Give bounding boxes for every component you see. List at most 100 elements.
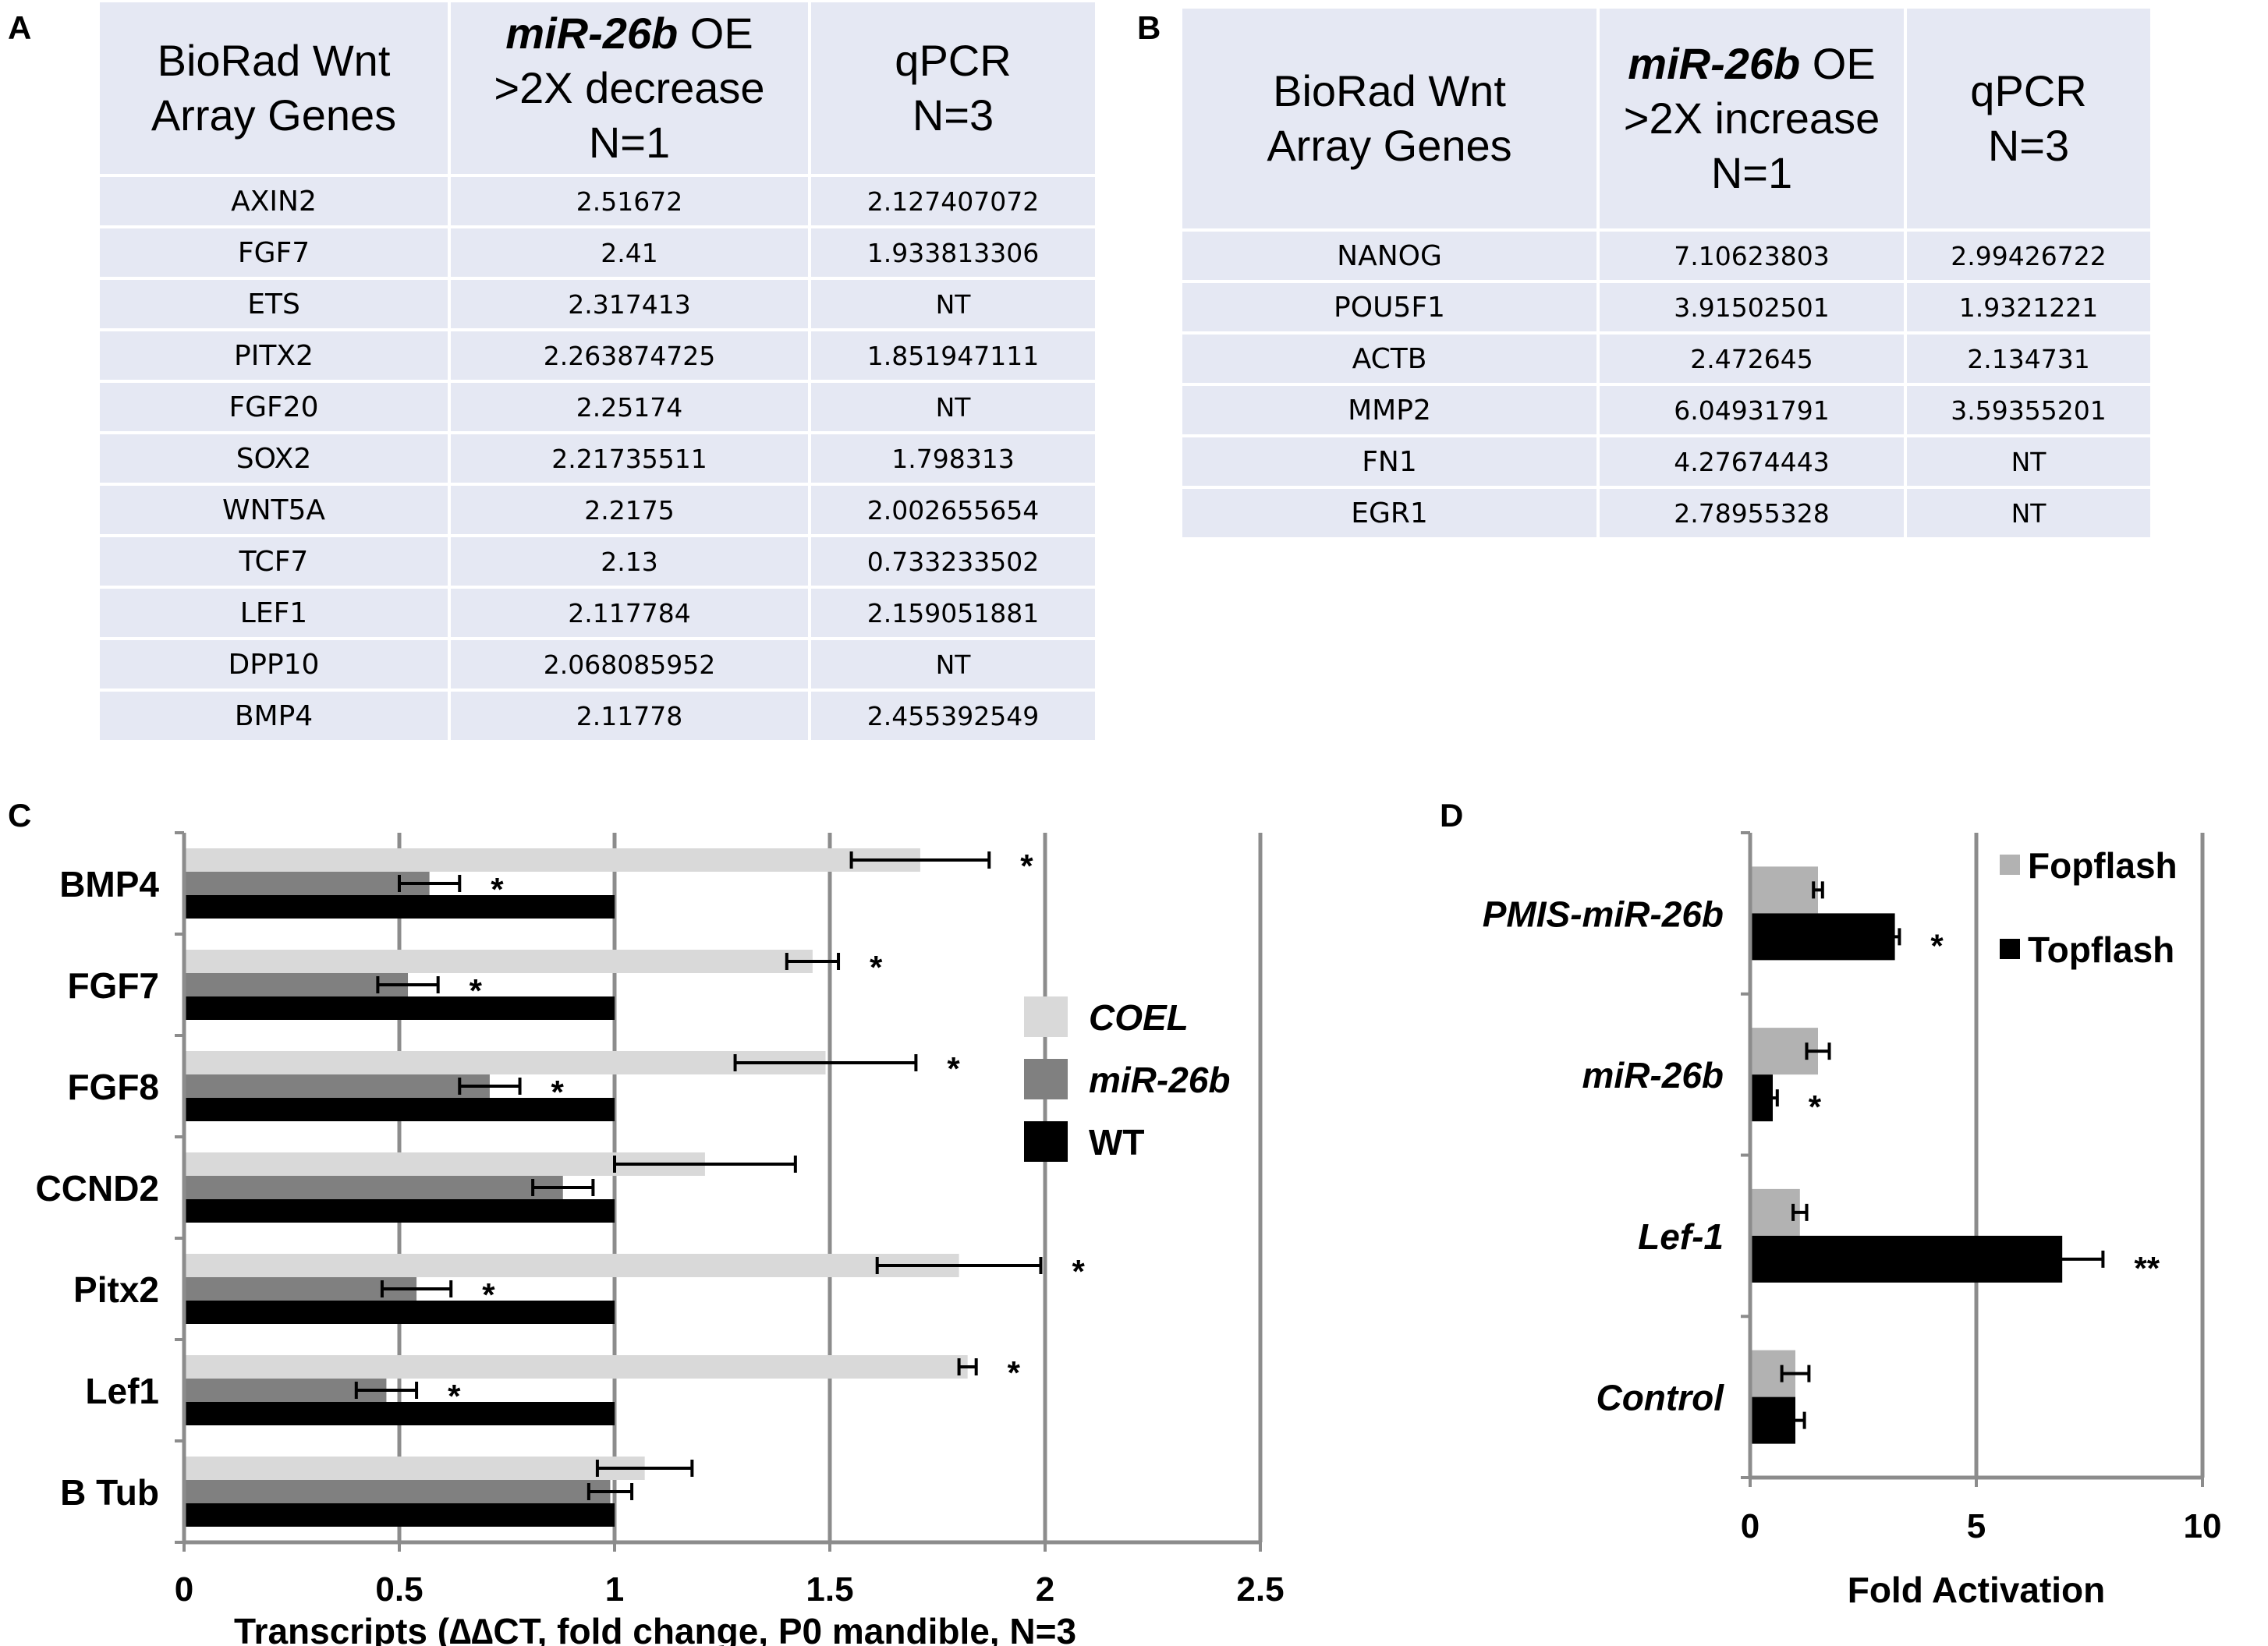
x-tick-label: 1.5 — [806, 1570, 853, 1609]
table-row: PITX2 2.263874725 1.851947111 — [100, 331, 1095, 380]
category-label: BMP4 — [59, 864, 159, 904]
oe-value-cell: 2.317413 — [451, 280, 808, 328]
gene-cell: MMP2 — [1182, 386, 1596, 434]
qpcr-value-cell: 2.159051881 — [811, 589, 1095, 637]
table-row: ETS 2.317413 NT — [100, 280, 1095, 328]
oe-value-cell: 6.04931791 — [1600, 386, 1904, 434]
legend-swatch-topflash — [2000, 939, 2020, 959]
legend-swatch-fopflash — [2000, 855, 2020, 875]
table-row: TCF7 2.13 0.733233502 — [100, 537, 1095, 586]
table-b-header-genes: BioRad Wnt Array Genes — [1182, 9, 1596, 228]
bar-mir-26b — [184, 1379, 387, 1402]
oe-value-cell: 2.11778 — [451, 692, 808, 740]
x-tick-label: 0 — [175, 1570, 193, 1609]
qpcr-value-cell: 0.733233502 — [811, 537, 1095, 586]
category-label: miR-26b — [1582, 1055, 1724, 1096]
category-label: Lef1 — [85, 1371, 159, 1411]
table-a-header-oe: miR-26b OE >2X decrease N=1 — [451, 2, 808, 174]
gene-cell: ETS — [100, 280, 448, 328]
qpcr-value-cell: 2.455392549 — [811, 692, 1095, 740]
significance-mark: ** — [2134, 1250, 2160, 1287]
table-a: BioRad Wnt Array Genes miR-26b OE >2X decr… — [97, 0, 1098, 743]
bar-coel — [184, 1254, 959, 1277]
category-label: FGF7 — [67, 965, 159, 1006]
oe-value-cell: 2.78955328 — [1600, 489, 1904, 537]
bar-mir-26b — [184, 1480, 611, 1503]
qpcr-value-cell: NT — [811, 383, 1095, 431]
gene-cell: FN1 — [1182, 437, 1596, 486]
qpcr-value-cell: NT — [811, 280, 1095, 328]
qpcr-value-cell: 1.798313 — [811, 434, 1095, 483]
table-a-header-genes: BioRad Wnt Array Genes — [100, 2, 448, 174]
panel-b-label: B — [1137, 9, 1161, 46]
gene-cell: FGF7 — [100, 228, 448, 277]
bar-wt — [184, 1402, 615, 1425]
qpcr-value-cell: NT — [1907, 437, 2150, 486]
oe-value-cell: 7.10623803 — [1600, 232, 1904, 280]
panel-a-label: A — [8, 9, 32, 46]
category-label: B Tub — [60, 1472, 159, 1513]
table-row: MMP2 6.04931791 3.59355201 — [1182, 386, 2150, 434]
x-tick-label: 2 — [1036, 1570, 1054, 1609]
legend-swatch-wt — [1024, 1121, 1068, 1162]
bar-coel — [184, 1457, 645, 1480]
bar-wt — [184, 1503, 615, 1527]
x-tick-label: 0 — [1741, 1507, 1759, 1545]
bar-coel — [184, 950, 813, 973]
bar-mir-26b — [184, 1176, 563, 1199]
significance-mark: * — [1072, 1253, 1085, 1290]
oe-value-cell: 2.13 — [451, 537, 808, 586]
qpcr-value-cell: 3.59355201 — [1907, 386, 2150, 434]
significance-mark: * — [870, 949, 883, 986]
gene-cell: FGF20 — [100, 383, 448, 431]
legend-label: COEL — [1089, 997, 1189, 1038]
oe-value-cell: 2.263874725 — [451, 331, 808, 380]
gene-cell: TCF7 — [100, 537, 448, 586]
table-row: ACTB 2.472645 2.134731 — [1182, 335, 2150, 383]
table-a-header-row: BioRad Wnt Array Genes miR-26b OE >2X decr… — [100, 2, 1095, 174]
qpcr-value-cell: NT — [1907, 489, 2150, 537]
bar-wt — [184, 1199, 615, 1223]
bar-topflash — [1750, 913, 1895, 961]
significance-mark: * — [1809, 1088, 1822, 1125]
legend-label: miR-26b — [1089, 1060, 1230, 1100]
qpcr-value-cell: 2.134731 — [1907, 335, 2150, 383]
table-row: NANOG 7.10623803 2.99426722 — [1182, 232, 2150, 280]
gene-cell: LEF1 — [100, 589, 448, 637]
x-axis-title-d: Fold Activation — [1848, 1570, 2106, 1610]
table-row: POU5F1 3.91502501 1.9321221 — [1182, 283, 2150, 331]
x-tick-label: 1 — [605, 1570, 624, 1609]
bar-mir-26b — [184, 1277, 417, 1301]
qpcr-value-cell: NT — [811, 640, 1095, 688]
bar-fopflash — [1750, 866, 1818, 914]
gene-cell: POU5F1 — [1182, 283, 1596, 331]
x-tick-label: 0.5 — [375, 1570, 423, 1609]
oe-value-cell: 2.51672 — [451, 177, 808, 225]
significance-mark: * — [1020, 848, 1033, 884]
gene-cell: WNT5A — [100, 486, 448, 534]
qpcr-value-cell: 2.002655654 — [811, 486, 1095, 534]
category-label: PMIS-miR-26b — [1483, 894, 1724, 934]
table-row: FGF7 2.41 1.933813306 — [100, 228, 1095, 277]
qpcr-value-cell: 2.99426722 — [1907, 232, 2150, 280]
oe-value-cell: 2.41 — [451, 228, 808, 277]
qpcr-value-cell: 1.9321221 — [1907, 283, 2150, 331]
x-tick-label: 2.5 — [1236, 1570, 1284, 1609]
x-tick-label: 5 — [1967, 1507, 1986, 1545]
gene-cell: ACTB — [1182, 335, 1596, 383]
legend-label: Fopflash — [2028, 845, 2178, 886]
table-a-header-qpcr: qPCR N=3 — [811, 2, 1095, 174]
gene-cell: NANOG — [1182, 232, 1596, 280]
gene-cell: BMP4 — [100, 692, 448, 740]
gene-cell: EGR1 — [1182, 489, 1596, 537]
category-label: FGF8 — [67, 1067, 159, 1107]
significance-mark: * — [947, 1050, 960, 1087]
panel-c-label: C — [8, 797, 32, 834]
bar-coel — [184, 1051, 826, 1074]
oe-value-cell: 2.21735511 — [451, 434, 808, 483]
bar-wt — [184, 1098, 615, 1121]
oe-value-cell: 2.2175 — [451, 486, 808, 534]
x-tick-label: 10 — [2184, 1507, 2222, 1545]
bar-wt — [184, 895, 615, 919]
